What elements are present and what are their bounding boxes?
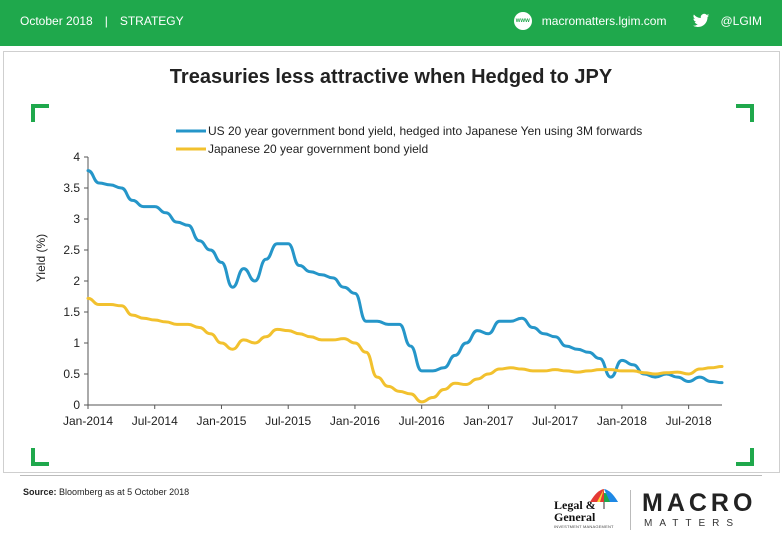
y-axis-label: Yield (%): [34, 234, 48, 282]
header-separator: |: [104, 14, 108, 28]
footer-divider: [20, 475, 762, 476]
y-tick-label: 2.5: [63, 243, 80, 257]
matters-wordmark: MATTERS: [644, 518, 741, 529]
x-tick-label: Jul-2017: [532, 414, 578, 428]
corner-bracket: [31, 104, 49, 122]
corner-bracket: [736, 104, 754, 122]
series-group: [86, 169, 724, 404]
source-label: Source:: [23, 487, 57, 497]
chart-title: Treasuries less attractive when Hedged t…: [169, 66, 613, 88]
header-bar: October 2018 | STRATEGY www macromatters…: [0, 0, 782, 46]
header-date: October 2018: [20, 14, 93, 28]
header-right: www macromatters.lgim.com @LGIM: [513, 12, 762, 30]
header-left: October 2018 | STRATEGY: [20, 14, 184, 28]
x-tick-label: Jul-2018: [666, 414, 712, 428]
x-tick-label: Jul-2014: [132, 414, 178, 428]
y-tick-label: 1.5: [63, 305, 80, 319]
globe-icon: www: [513, 12, 532, 30]
x-tick-label: Jul-2016: [399, 414, 445, 428]
legend-label-us: US 20 year government bond yield, hedged…: [208, 124, 642, 138]
series-line-jgb: [86, 296, 724, 404]
legend-label-jp: Japanese 20 year government bond yield: [208, 142, 428, 156]
logo-line-1: Legal &: [554, 498, 596, 512]
legend: US 20 year government bond yield, hedged…: [176, 124, 642, 156]
y-tick-label: 1: [73, 336, 80, 350]
logo-line-2: General: [554, 510, 596, 524]
x-tick-label: Jan-2017: [463, 414, 513, 428]
logo-divider: [630, 490, 631, 530]
source-text: Bloomberg as at 5 October 2018: [59, 487, 190, 497]
y-tick-label: 0: [73, 398, 80, 412]
source-note: Source: Bloomberg as at 5 October 2018: [23, 487, 189, 497]
x-tick-label: Jan-2014: [63, 414, 113, 428]
x-tick-label: Jul-2015: [265, 414, 311, 428]
x-tick-label: Jan-2018: [597, 414, 647, 428]
y-tick-label: 4: [73, 150, 80, 164]
x-tick-label: Jan-2015: [196, 414, 246, 428]
logo-subtitle: INVESTMENT MANAGEMENT: [554, 524, 614, 529]
y-tick-label: 3: [73, 212, 80, 226]
header-section: STRATEGY: [119, 14, 184, 28]
macro-wordmark: MACRO: [642, 489, 757, 517]
x-tick-label: Jan-2016: [330, 414, 380, 428]
umbrella-icon: [590, 489, 618, 509]
y-tick-label: 3.5: [63, 181, 80, 195]
axes: 0 0.5 1 1.5 2 2.5 3 3.5 4 Jan-2014 Jul-2014 Jan-201…: [63, 150, 722, 428]
series-line-us-hedged: [86, 169, 724, 385]
corner-bracket: [31, 448, 49, 466]
legal-general-logo: Legal & General: [554, 499, 596, 523]
corner-bracket: [736, 448, 754, 466]
y-tick-label: 2: [73, 274, 80, 288]
twitter-icon: [693, 13, 710, 28]
y-tick-label: 0.5: [63, 367, 80, 381]
twitter-handle[interactable]: @LGIM: [720, 14, 762, 28]
chart-panel: [3, 51, 780, 473]
website-link[interactable]: macromatters.lgim.com: [541, 14, 667, 28]
